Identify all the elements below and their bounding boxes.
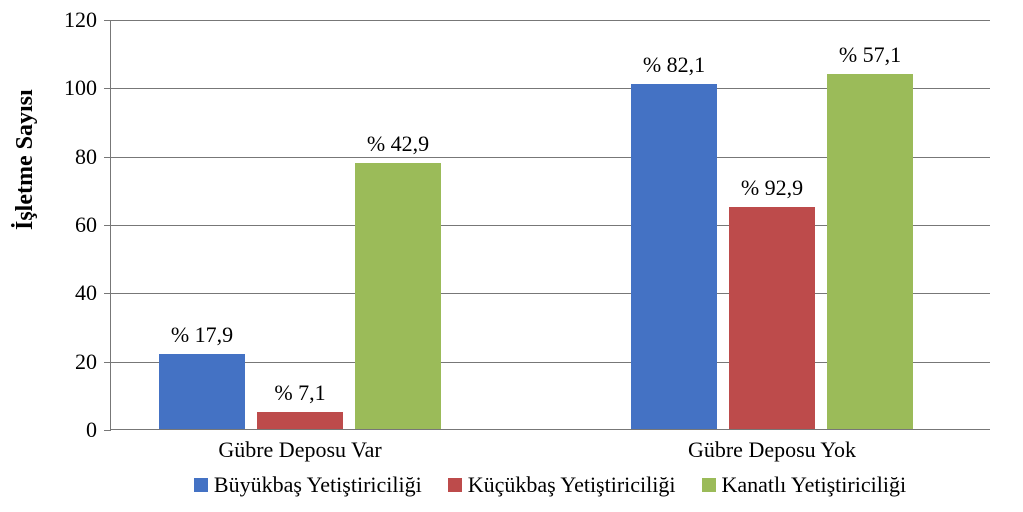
grouped-bar-chart: İşletme Sayısı 020406080100120% 17,9% 7,… — [0, 0, 1023, 512]
y-tick-label: 0 — [86, 417, 97, 443]
y-tick-mark — [104, 293, 111, 294]
x-category-label: Gübre Deposu Var — [218, 437, 381, 463]
y-tick-label: 80 — [75, 144, 97, 170]
y-tick-mark — [104, 157, 111, 158]
legend-swatch — [702, 478, 716, 492]
y-tick-label: 120 — [64, 7, 97, 33]
grid-line — [111, 20, 990, 21]
y-tick-mark — [104, 88, 111, 89]
bar-value-label: % 82,1 — [574, 52, 774, 78]
bar-value-label: % 42,9 — [298, 131, 498, 157]
bar-value-label: % 57,1 — [770, 42, 970, 68]
plot-area: 020406080100120% 17,9% 7,1% 42,9Gübre De… — [110, 20, 990, 430]
legend-item: Küçükbaş Yetiştiriciliği — [448, 472, 676, 498]
y-tick-label: 100 — [64, 75, 97, 101]
bar — [827, 74, 913, 429]
legend-swatch — [194, 478, 208, 492]
y-tick-label: 60 — [75, 212, 97, 238]
y-tick-mark — [104, 225, 111, 226]
y-tick-mark — [104, 430, 111, 431]
legend-item: Büyükbaş Yetiştiriciliği — [194, 472, 422, 498]
x-category-label: Gübre Deposu Yok — [688, 437, 856, 463]
y-axis-label: İşletme Sayısı — [12, 89, 39, 230]
legend-item: Kanatlı Yetiştiriciliği — [702, 472, 907, 498]
bar-value-label: % 17,9 — [102, 322, 302, 348]
bar — [257, 412, 343, 429]
y-tick-mark — [104, 362, 111, 363]
legend-swatch — [448, 478, 462, 492]
legend-label: Küçükbaş Yetiştiriciliği — [468, 472, 676, 498]
bar — [631, 84, 717, 429]
legend: Büyükbaş Yetiştiriciliği Küçükbaş Yetişti… — [110, 472, 990, 498]
legend-label: Kanatlı Yetiştiriciliği — [722, 472, 907, 498]
bar — [355, 163, 441, 430]
y-tick-label: 20 — [75, 349, 97, 375]
legend-label: Büyükbaş Yetiştiriciliği — [214, 472, 422, 498]
bar — [729, 207, 815, 429]
y-tick-mark — [104, 20, 111, 21]
y-tick-label: 40 — [75, 280, 97, 306]
